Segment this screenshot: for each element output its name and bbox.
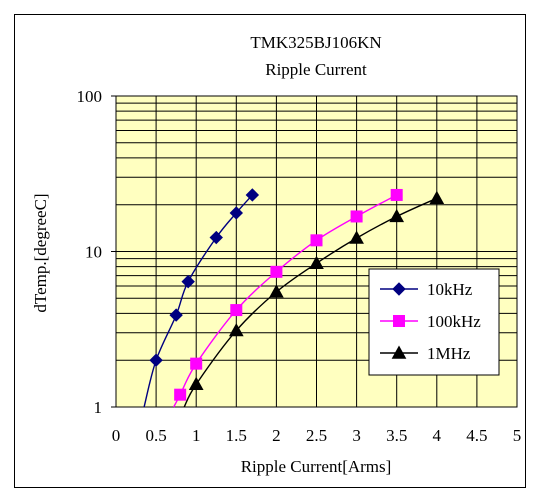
- x-tick-label: 3.5: [386, 426, 407, 445]
- data-point-0: [149, 353, 163, 367]
- x-tick-label: 1.5: [226, 426, 247, 445]
- y-tick-label: 100: [77, 87, 103, 106]
- data-point-0: [229, 206, 244, 220]
- data-point-0: [169, 308, 183, 322]
- data-point-1: [190, 357, 203, 370]
- y-tick-label: 10: [85, 243, 102, 262]
- chart-subtitle: Ripple Current: [265, 60, 367, 79]
- x-tick-label: 3: [352, 426, 361, 445]
- x-tick-label: 0.5: [145, 426, 166, 445]
- data-point-1: [310, 234, 323, 247]
- legend-marker: [393, 315, 405, 327]
- data-point-2: [188, 376, 204, 390]
- x-tick-label: 5: [513, 426, 522, 445]
- legend-label: 100kHz: [427, 312, 481, 331]
- legend-label: 1MHz: [427, 344, 471, 363]
- plot-layer: 0 0.5 1 1.5 2 2.5 3 3.5 4 4.5 5 1 10 100 10kHz 100kHz 1M…: [77, 87, 522, 445]
- data-point-0: [209, 230, 223, 245]
- x-tick-label: 1: [192, 426, 201, 445]
- data-point-1: [270, 265, 283, 278]
- x-tick-label: 2: [272, 426, 281, 445]
- data-point-1: [350, 210, 363, 223]
- data-point-2: [309, 255, 324, 269]
- data-point-1: [174, 388, 187, 401]
- data-point-1: [390, 188, 403, 201]
- chart-title: TMK325BJ106KN: [250, 33, 381, 52]
- data-point-2: [349, 230, 364, 244]
- legend-marker: [391, 345, 407, 359]
- data-point-0: [181, 274, 195, 289]
- x-tick-label: 2.5: [306, 426, 327, 445]
- x-tick-label: 4.5: [466, 426, 487, 445]
- data-point-2: [389, 208, 405, 223]
- data-point-2: [228, 323, 244, 337]
- legend-label: 10kHz: [427, 280, 473, 299]
- legend-box: [368, 268, 500, 376]
- data-point-2: [269, 284, 284, 298]
- data-point-2: [429, 190, 445, 204]
- x-axis-label: Ripple Current[Arms]: [241, 457, 392, 476]
- x-tick-label: 0: [112, 426, 121, 445]
- data-point-0: [245, 188, 260, 202]
- legend-marker: [392, 282, 406, 296]
- y-tick-label: 1: [94, 398, 103, 417]
- x-tick-label: 4: [433, 426, 442, 445]
- data-point-1: [230, 304, 243, 317]
- y-axis-label: dTemp.[degreeC]: [31, 193, 50, 312]
